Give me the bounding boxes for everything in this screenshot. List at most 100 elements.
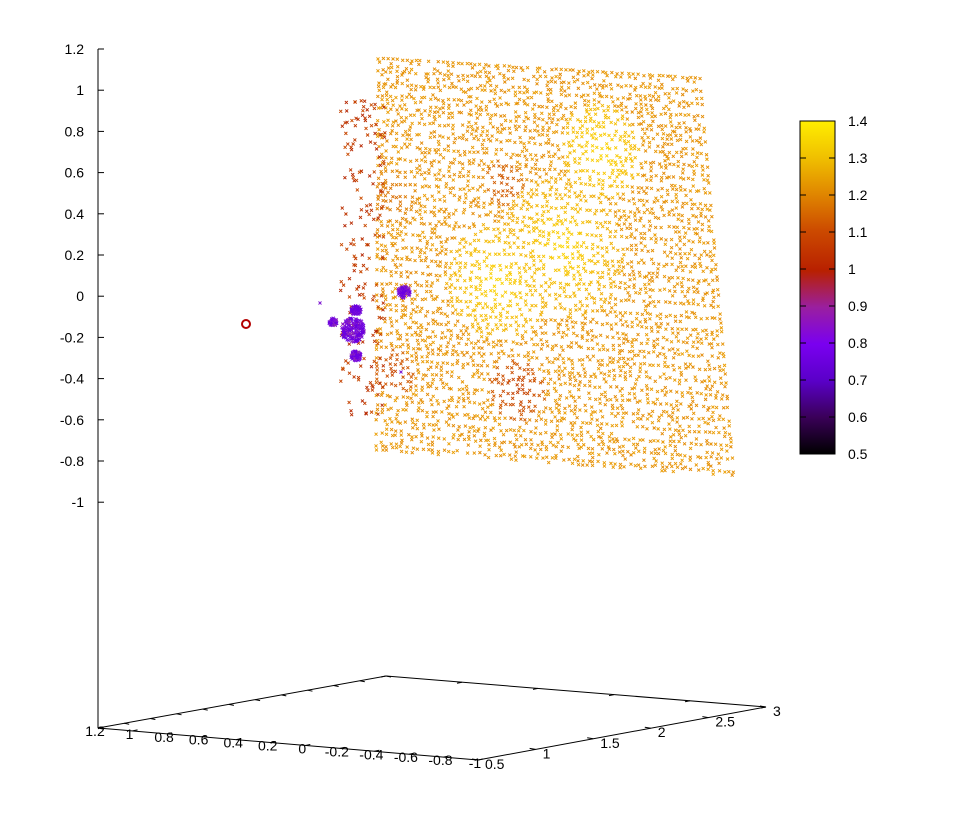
point-marker — [501, 328, 506, 333]
point-marker — [580, 257, 585, 262]
point-marker — [645, 387, 650, 391]
point-marker — [644, 332, 649, 337]
point-marker — [709, 270, 713, 274]
point-marker — [711, 305, 716, 309]
point-marker — [631, 176, 635, 180]
point-marker — [385, 422, 389, 427]
point-marker — [352, 305, 357, 310]
point-marker — [410, 200, 415, 204]
point-marker — [639, 231, 643, 236]
point-marker — [394, 442, 399, 447]
point-marker — [678, 176, 683, 180]
point-marker — [619, 103, 624, 108]
point-marker — [465, 183, 470, 188]
point-marker — [375, 134, 380, 139]
point-marker — [674, 113, 679, 117]
point-marker — [381, 185, 385, 189]
point-marker — [494, 322, 498, 327]
point-marker — [552, 223, 556, 227]
point-marker — [579, 430, 584, 435]
point-marker — [391, 243, 395, 248]
point-marker — [572, 273, 576, 278]
point-marker — [430, 381, 435, 386]
point-marker — [363, 223, 368, 228]
point-marker — [502, 64, 507, 68]
point-marker — [577, 69, 581, 74]
point-marker — [429, 210, 433, 214]
point-marker — [351, 175, 356, 180]
point-marker — [352, 375, 356, 379]
point-marker — [612, 373, 617, 378]
point-marker — [435, 309, 440, 314]
point-marker — [498, 267, 503, 272]
point-marker — [432, 130, 437, 134]
point-marker — [710, 354, 715, 358]
point-marker — [627, 284, 631, 289]
point-marker — [546, 217, 550, 222]
point-marker — [668, 427, 672, 431]
point-marker — [481, 175, 485, 180]
point-marker — [413, 289, 418, 293]
point-marker — [556, 108, 560, 113]
point-marker — [678, 453, 683, 457]
point-marker — [451, 344, 456, 349]
point-marker — [592, 98, 597, 102]
point-marker — [395, 248, 399, 253]
point-marker — [483, 410, 488, 415]
point-marker — [450, 352, 455, 357]
point-marker — [614, 222, 619, 226]
back-left-tick — [228, 703, 235, 706]
point-marker — [580, 420, 585, 425]
point-marker — [515, 216, 520, 221]
point-marker — [516, 178, 521, 183]
point-marker — [476, 175, 481, 180]
point-marker — [562, 289, 567, 294]
point-marker — [690, 264, 695, 269]
point-marker — [518, 135, 522, 140]
point-marker — [433, 259, 438, 264]
point-marker — [413, 100, 418, 105]
point-marker — [589, 280, 593, 284]
point-marker — [625, 117, 630, 121]
point-marker — [508, 131, 513, 135]
point-marker — [621, 341, 626, 345]
point-marker — [485, 415, 490, 420]
point-marker — [571, 331, 576, 336]
point-marker — [470, 66, 475, 70]
point-marker — [550, 120, 554, 125]
point-marker — [701, 241, 706, 245]
point-marker — [428, 221, 432, 226]
point-marker — [594, 220, 599, 225]
point-marker — [560, 130, 565, 135]
point-marker — [579, 198, 583, 202]
point-marker — [400, 303, 405, 308]
point-marker — [504, 164, 509, 168]
point-marker — [467, 159, 472, 163]
point-marker — [611, 368, 616, 373]
point-marker — [705, 450, 709, 455]
point-marker — [649, 165, 654, 169]
point-marker — [527, 418, 532, 422]
point-marker — [549, 419, 554, 424]
point-marker — [435, 361, 440, 366]
point-marker — [705, 438, 709, 443]
point-marker — [729, 440, 733, 444]
z-tick-label: 1 — [76, 82, 84, 98]
point-marker — [677, 432, 682, 437]
point-marker — [465, 61, 470, 66]
point-marker — [596, 121, 601, 125]
point-marker — [511, 193, 516, 198]
point-marker — [648, 300, 652, 305]
point-marker — [570, 320, 575, 324]
point-marker — [671, 331, 675, 335]
point-marker — [540, 218, 545, 223]
point-marker — [670, 262, 674, 267]
point-marker — [462, 149, 467, 154]
point-marker — [369, 364, 374, 369]
point-marker — [664, 376, 669, 381]
point-marker — [376, 194, 380, 199]
point-marker — [565, 226, 570, 231]
point-marker — [679, 373, 684, 377]
point-marker — [502, 248, 507, 253]
right-tick — [529, 747, 536, 750]
